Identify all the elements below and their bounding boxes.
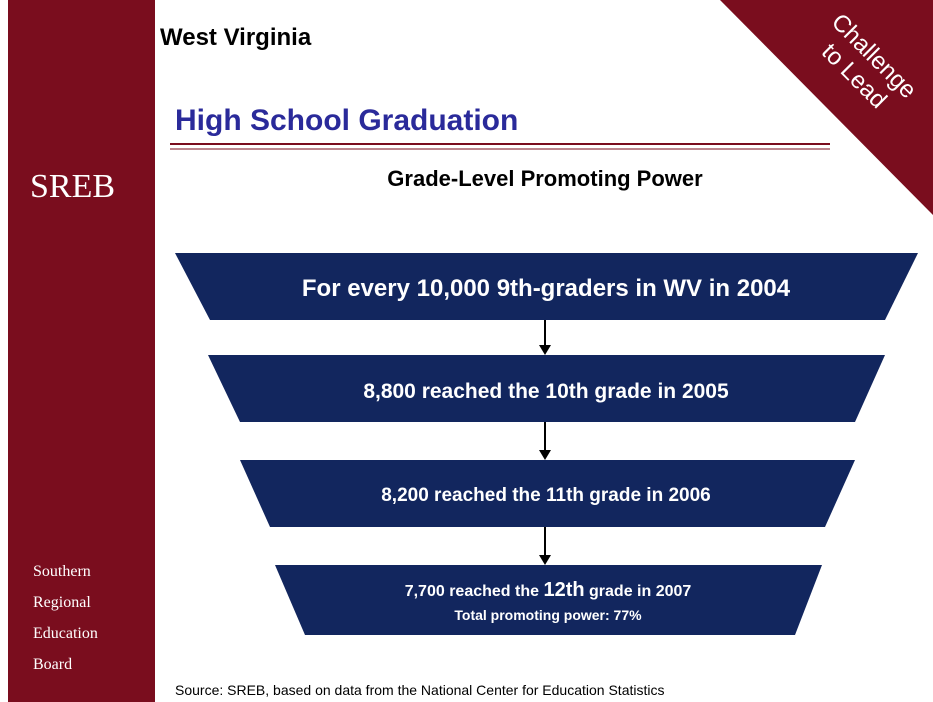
org-line: Education bbox=[33, 625, 98, 642]
funnel-stage bbox=[240, 460, 855, 527]
title: High School Graduation bbox=[175, 104, 518, 137]
stage-text-part: 7,700 reached the bbox=[405, 583, 544, 600]
funnel-stage bbox=[175, 253, 918, 320]
subtitle: Grade-Level Promoting Power bbox=[387, 166, 703, 191]
org-line: Board bbox=[33, 656, 72, 673]
banner bbox=[720, 0, 933, 215]
stage-text-emphasis: 12th bbox=[543, 579, 584, 601]
source: Source: SREB, based on data from the Nat… bbox=[175, 682, 664, 698]
stage-text-part: grade in 2007 bbox=[585, 583, 692, 600]
funnel-stage bbox=[208, 355, 885, 422]
funnel-stage bbox=[275, 565, 822, 635]
stage-text: 8,200 reached the 11th grade in 2006 bbox=[381, 485, 711, 506]
stage-text: 7,700 reached the 12th grade in 2007 bbox=[405, 579, 692, 601]
stage-subtext: Total promoting power: 77% bbox=[454, 607, 642, 623]
sidebar bbox=[8, 0, 155, 702]
arrows bbox=[539, 320, 551, 565]
org-line: Regional bbox=[33, 594, 91, 611]
org-line: Southern bbox=[33, 563, 91, 580]
stage-text: 8,800 reached the 10th grade in 2005 bbox=[363, 380, 729, 403]
state-name: West Virginia bbox=[160, 24, 312, 51]
logo: SREB bbox=[30, 168, 115, 205]
stage-text: For every 10,000 9th-graders in WV in 20… bbox=[302, 275, 791, 302]
